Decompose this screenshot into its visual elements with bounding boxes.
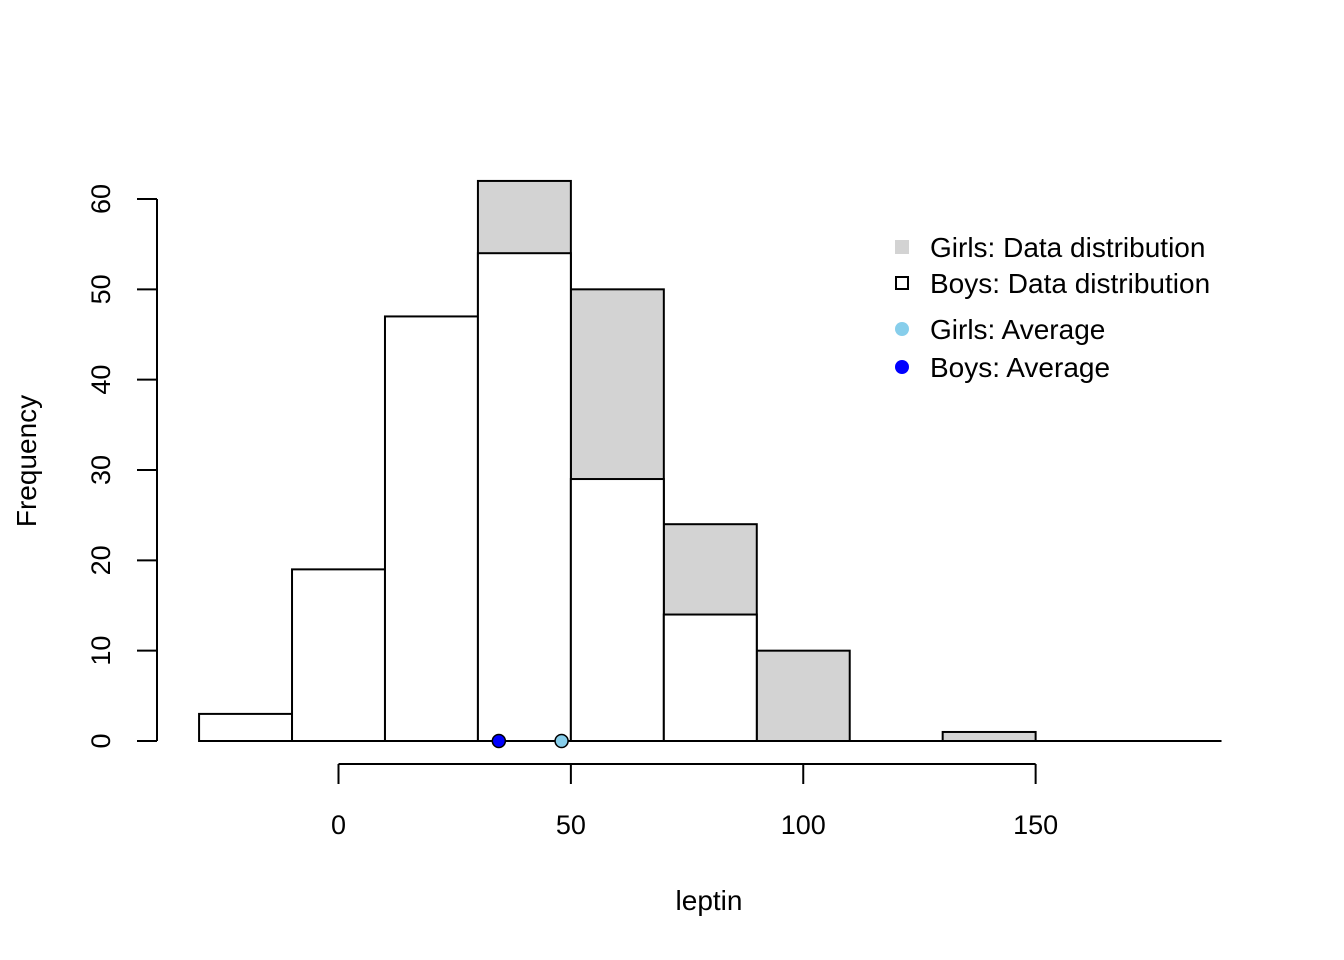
boys-bar-6 bbox=[662, 613, 758, 743]
x-axis-title: leptin bbox=[676, 885, 743, 916]
average-point-1 bbox=[554, 733, 569, 749]
y-tick-label: 20 bbox=[86, 545, 116, 575]
y-axis: 0 10 20 30 40 50 60 bbox=[86, 184, 158, 749]
x-tick-label: 100 bbox=[781, 810, 826, 840]
boys-bar-3 bbox=[383, 315, 479, 742]
boys-bar-5 bbox=[569, 478, 665, 742]
boys-bar-4 bbox=[476, 252, 572, 742]
y-axis-title: Frequency bbox=[11, 395, 42, 527]
y-tick-label: 30 bbox=[86, 455, 116, 485]
boys-bars bbox=[198, 252, 758, 743]
y-tick-label: 50 bbox=[86, 274, 116, 304]
legend-boys-swatch bbox=[895, 276, 909, 290]
average-points bbox=[491, 733, 569, 749]
average-point-2 bbox=[491, 733, 507, 749]
boys-bar-1 bbox=[198, 712, 294, 742]
y-tick-label: 10 bbox=[86, 636, 116, 666]
x-axis: 0 50 100 150 bbox=[331, 763, 1058, 840]
girls-bar-4 bbox=[755, 649, 851, 742]
x-tick-label: 50 bbox=[556, 810, 586, 840]
y-tick-label: 0 bbox=[86, 733, 116, 748]
legend-label: Girls: Data distribution bbox=[930, 232, 1205, 263]
y-tick-label: 60 bbox=[86, 184, 116, 214]
legend-label: Boys: Average bbox=[930, 352, 1110, 383]
legend-girls-swatch bbox=[895, 240, 909, 254]
y-tick-label: 40 bbox=[86, 365, 116, 395]
boys-bar-2 bbox=[291, 568, 386, 743]
x-tick-label: 0 bbox=[331, 810, 346, 840]
legend-label: Girls: Average bbox=[930, 314, 1105, 345]
legend-dot-3 bbox=[895, 322, 909, 336]
girls-bar-5 bbox=[941, 730, 1037, 742]
legend: Girls: Data distribution Boys: Data distr… bbox=[895, 232, 1210, 383]
x-tick-label: 150 bbox=[1013, 810, 1058, 840]
legend-dot-4 bbox=[895, 360, 909, 374]
legend-label: Boys: Data distribution bbox=[930, 268, 1210, 299]
